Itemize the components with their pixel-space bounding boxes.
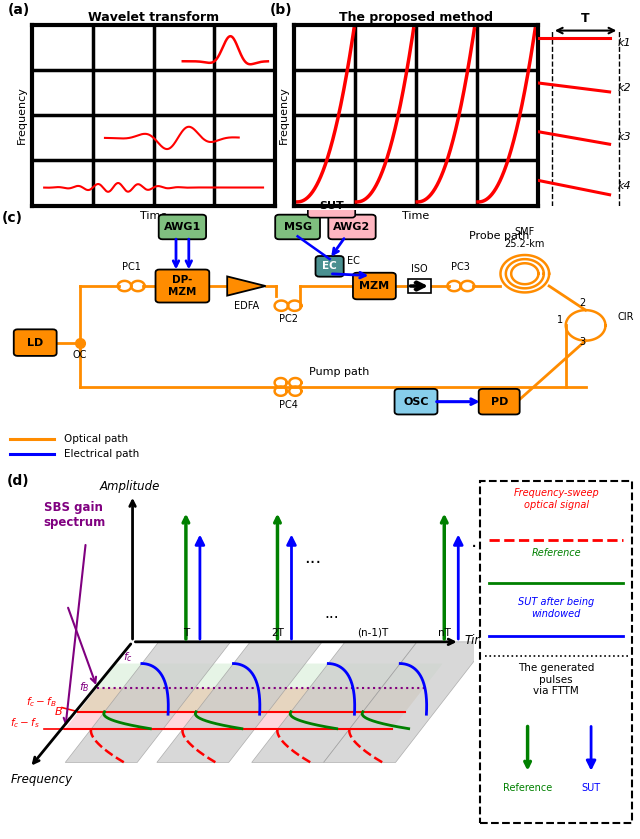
FancyBboxPatch shape [328,215,376,239]
Text: .: . [470,533,477,551]
Text: Reference: Reference [503,784,552,794]
Polygon shape [97,664,443,688]
Text: PC1: PC1 [122,262,141,272]
Polygon shape [157,642,322,763]
Text: Optical path: Optical path [64,434,128,444]
X-axis label: Time: Time [403,211,429,221]
Text: (d): (d) [6,473,29,487]
Text: $f_B$: $f_B$ [79,680,90,694]
Text: 2T: 2T [271,628,284,638]
Text: PC3: PC3 [451,262,470,272]
Text: PC2: PC2 [278,314,298,324]
Text: DP-
MZM: DP- MZM [168,275,196,297]
FancyBboxPatch shape [275,215,320,239]
Text: OSC: OSC [403,397,429,407]
Y-axis label: Frequency: Frequency [279,86,289,144]
Text: ...: ... [304,550,321,567]
Text: SUT: SUT [582,784,601,794]
Text: Probe path: Probe path [469,232,529,242]
Text: k3: k3 [618,132,632,142]
Text: AWG1: AWG1 [164,222,201,232]
FancyBboxPatch shape [479,389,520,414]
Polygon shape [65,711,405,728]
Text: T: T [581,13,590,25]
Text: Reference: Reference [531,548,581,558]
Text: OC: OC [73,351,87,361]
Text: 2: 2 [579,298,586,308]
Text: 1: 1 [557,315,563,325]
Text: The generated
pulses
via FTTM: The generated pulses via FTTM [518,663,595,696]
Text: (n-1)T: (n-1)T [356,628,388,638]
X-axis label: Time: Time [140,211,167,221]
Text: k4: k4 [618,180,632,190]
Text: EC: EC [322,261,337,271]
Text: MZM: MZM [359,281,390,291]
Text: k2: k2 [618,83,632,93]
FancyBboxPatch shape [480,482,632,824]
FancyBboxPatch shape [316,256,344,277]
Title: The proposed method: The proposed method [339,11,493,24]
Text: (c): (c) [1,211,22,225]
Text: $f_{c}-f_s$: $f_{c}-f_s$ [10,716,40,730]
FancyBboxPatch shape [159,215,206,239]
Polygon shape [78,688,424,711]
Text: Frequency: Frequency [11,774,73,786]
Text: T: T [183,628,189,638]
Text: SBS gain
spectrum: SBS gain spectrum [44,502,106,529]
FancyBboxPatch shape [353,273,396,300]
Text: $B$: $B$ [54,705,63,717]
Text: PD: PD [490,397,508,407]
Text: (b): (b) [270,3,292,18]
Text: EDFA: EDFA [234,301,259,311]
FancyBboxPatch shape [308,195,355,217]
Text: Amplitude: Amplitude [100,480,160,492]
FancyBboxPatch shape [156,269,209,303]
Text: (a): (a) [8,3,30,18]
Text: LD: LD [27,337,44,347]
Polygon shape [324,642,489,763]
Text: SMF
25.2-km: SMF 25.2-km [504,227,545,248]
Text: Time: Time [464,634,493,648]
Text: Pump path: Pump path [309,367,369,377]
Text: CIR: CIR [618,312,634,322]
Polygon shape [65,642,230,763]
Text: SUT after being
windowed: SUT after being windowed [518,597,595,618]
Text: AWG2: AWG2 [333,222,371,232]
Text: nT: nT [438,628,451,638]
Text: 3: 3 [579,337,586,347]
Text: PC4: PC4 [278,399,298,409]
Text: SUT: SUT [319,201,344,211]
Text: $f_{c}-f_B$: $f_{c}-f_B$ [26,696,58,709]
Y-axis label: Frequency: Frequency [17,86,26,144]
Bar [408,279,431,294]
Text: ...: ... [324,607,339,621]
Polygon shape [252,642,417,763]
Text: ISO: ISO [411,264,428,274]
Text: Frequency-sweep
optical signal: Frequency-sweep optical signal [513,488,599,510]
Text: Electrical path: Electrical path [64,450,140,459]
Text: $f_c$: $f_c$ [123,650,133,664]
Text: MSG: MSG [284,222,312,232]
FancyBboxPatch shape [394,389,438,414]
Text: k1: k1 [618,39,632,48]
Text: EC: EC [347,256,360,266]
FancyBboxPatch shape [14,330,57,356]
Title: Wavelet transform: Wavelet transform [88,11,219,24]
Polygon shape [227,276,266,295]
